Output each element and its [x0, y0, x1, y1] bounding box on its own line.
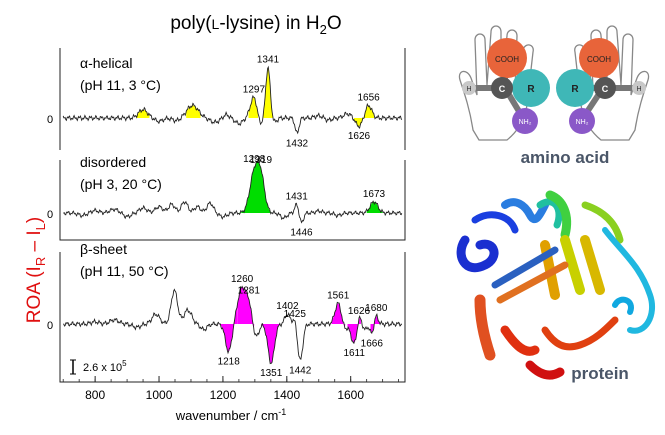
- panel-2-conditions: (pH 3, 20 °C): [80, 176, 162, 192]
- amino-acid-caption: amino acid: [521, 148, 610, 167]
- amino-acid-right: H COOH R NH₂ C: [556, 38, 646, 134]
- panel-2-trace: [63, 159, 403, 224]
- panel-2-band-1: [238, 161, 271, 213]
- svg-text:R: R: [571, 84, 579, 95]
- svg-text:C: C: [602, 84, 609, 94]
- peak-label-1673: 1673: [363, 189, 386, 200]
- panel-1-spectrum: 1341 1297 1656 1432 1626: [62, 55, 403, 149]
- panel-3-label: β-sheet: [80, 241, 127, 257]
- svg-text:COOH: COOH: [495, 55, 519, 64]
- illustrations: H COOH R NH₂ C H COOH R NH₂ C amino acid: [456, 25, 655, 383]
- panel-3-band-3: [261, 324, 281, 363]
- peak-label-1626: 1626: [348, 306, 371, 317]
- x-tick-label: 1200: [210, 388, 237, 402]
- scale-bar: 2.6 x 105: [70, 359, 127, 375]
- peak-label-1666: 1666: [361, 338, 384, 349]
- panel-1-trace: [62, 65, 403, 135]
- peak-label-1351: 1351: [260, 368, 283, 379]
- peak-label-1260: 1260: [231, 274, 254, 285]
- panel-2-frame: [59, 160, 406, 241]
- panel-3-band-6: [370, 316, 380, 334]
- peak-label-1319: 1319: [250, 155, 273, 166]
- cooh-group: [487, 38, 527, 78]
- peak-label-1561: 1561: [327, 290, 350, 301]
- svg-text:COOH: COOH: [587, 55, 611, 64]
- panel-3-conditions: (pH 11, 50 °C): [80, 263, 169, 279]
- protein-ribbon: [456, 190, 655, 380]
- peak-label-1446: 1446: [290, 228, 313, 239]
- svg-text:H: H: [636, 86, 641, 93]
- panel-frames: [59, 48, 406, 383]
- svg-text:H: H: [466, 86, 471, 93]
- peak-label-1425: 1425: [284, 309, 307, 320]
- peak-label-1432: 1432: [286, 138, 309, 149]
- peak-label-1626: 1626: [348, 131, 371, 142]
- peak-label-1281: 1281: [238, 285, 261, 296]
- svg-text:C: C: [499, 84, 506, 94]
- panel-1-frame: [59, 48, 406, 150]
- svg-text:NH₂: NH₂: [519, 119, 532, 126]
- r-group: [556, 69, 594, 107]
- r-group: [512, 69, 550, 107]
- panel-2-band-2: [366, 201, 383, 213]
- peak-label-1442: 1442: [289, 365, 312, 376]
- nh2-group: [569, 108, 595, 134]
- nh2-group: [512, 108, 538, 134]
- x-tick-label: 1400: [273, 388, 300, 402]
- chart-title: poly(L-lysine) in H2O: [170, 13, 341, 37]
- peak-label-1402: 1402: [276, 301, 299, 312]
- panel-3-frame: [59, 252, 406, 383]
- panel-2-label: disordered: [80, 154, 146, 170]
- panel-1-label: α-helical: [80, 55, 132, 71]
- panel-1-band-6: [364, 105, 374, 118]
- panel-1-conditions: (pH 11, 3 °C): [80, 77, 161, 93]
- hydrogen-atom: [632, 81, 646, 95]
- x-tick-label: 800: [85, 388, 105, 402]
- zero-label-1: 0: [47, 114, 53, 126]
- peak-label-1341: 1341: [257, 55, 280, 66]
- svg-text:2.6 x 105: 2.6 x 105: [83, 359, 127, 374]
- peak-label-1297: 1297: [243, 85, 266, 96]
- panel-1-band-4: [263, 67, 273, 118]
- zero-label-2: 0: [47, 209, 53, 221]
- x-tick-label: 1000: [146, 388, 173, 402]
- zero-label-3: 0: [47, 320, 53, 332]
- peak-label-1611: 1611: [343, 348, 365, 359]
- x-axis: 800 1000 1200 1400 1600: [62, 376, 400, 402]
- peak-label-1680: 1680: [365, 303, 388, 314]
- panel-3-band-2: [237, 287, 255, 329]
- alpha-carbon: [491, 77, 513, 99]
- svg-text:R: R: [527, 84, 535, 95]
- roa-chart: poly(L-lysine) in H2O ROA (IR – IL) 0 0 …: [24, 13, 406, 423]
- peak-label-1431: 1431: [286, 192, 309, 203]
- panel-3-band-1: [219, 306, 238, 352]
- alpha-carbon: [594, 77, 616, 99]
- amino-acid-left: H COOH R NH₂ C: [462, 38, 550, 134]
- x-tick-label: 1600: [337, 388, 364, 402]
- panel-3-band-4: [331, 303, 346, 328]
- hand-outlines: [458, 25, 650, 141]
- cooh-group: [579, 38, 619, 78]
- peak-label-1656: 1656: [357, 93, 380, 104]
- panel-3-trace: [63, 285, 403, 365]
- peak-label-1298: 1298: [243, 154, 266, 165]
- y-axis-label: ROA (IR – IL): [24, 217, 48, 323]
- x-axis-label: wavenumber / cm-1: [175, 407, 287, 423]
- protein-caption: protein: [571, 364, 629, 383]
- peak-label-1218: 1218: [218, 357, 241, 368]
- hydrogen-atom: [462, 81, 476, 95]
- panel-3-band-5: [347, 318, 361, 344]
- svg-text:NH₂: NH₂: [576, 119, 589, 126]
